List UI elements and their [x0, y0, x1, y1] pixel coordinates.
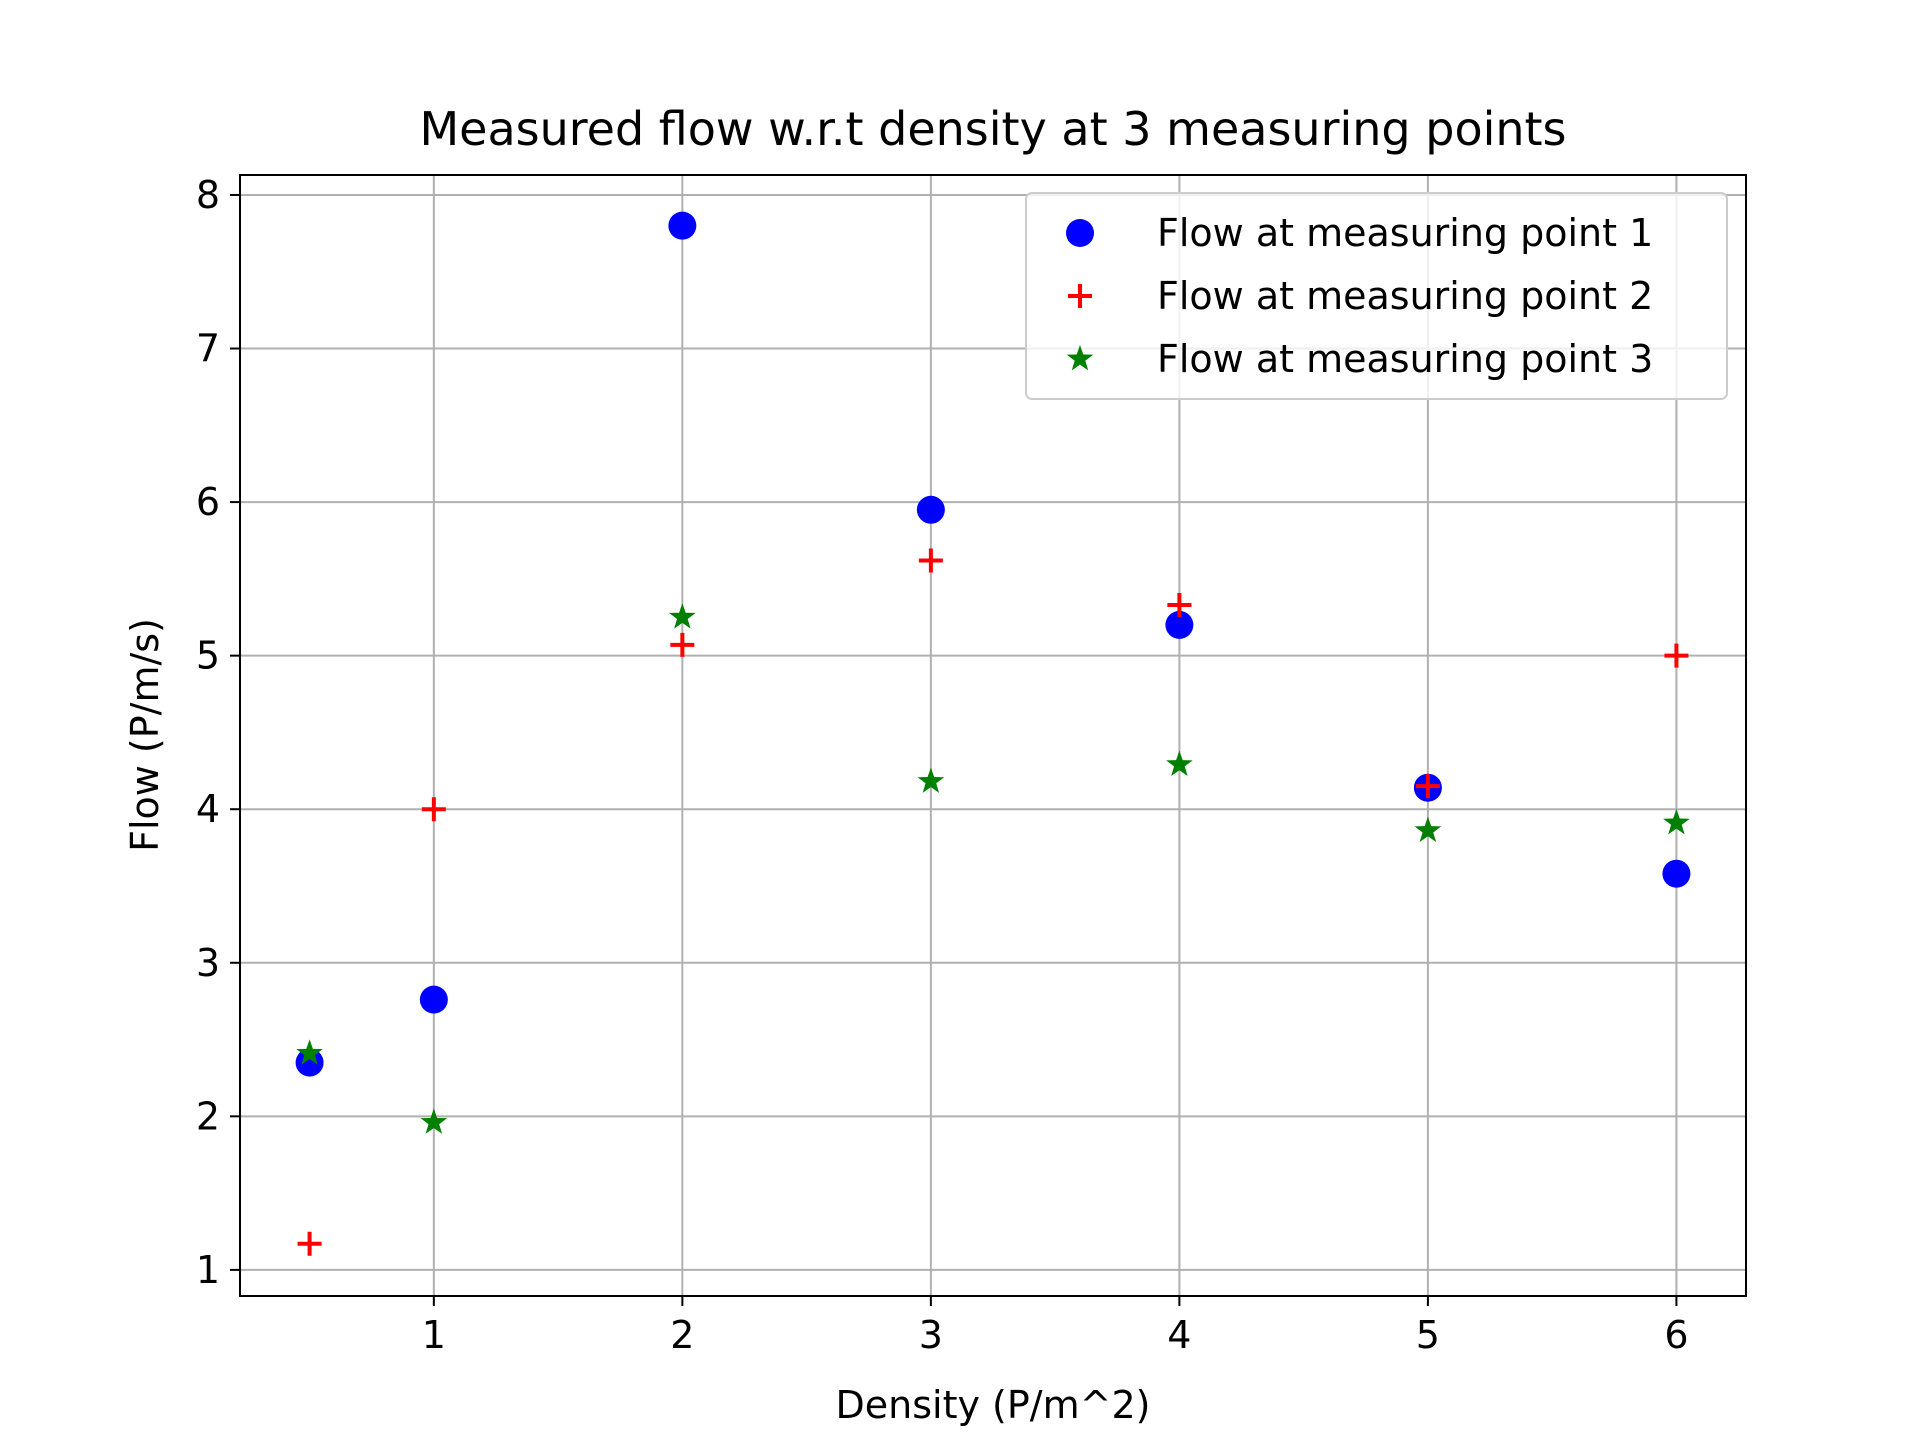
x-tick-label: 1 — [422, 1313, 446, 1357]
data-point — [670, 632, 695, 657]
data-point — [1663, 809, 1690, 835]
data-point — [421, 797, 446, 822]
series-3 — [296, 603, 1690, 1134]
data-point — [668, 211, 697, 240]
legend-label: Flow at measuring point 1 — [1157, 211, 1653, 255]
data-point — [918, 548, 943, 573]
data-point — [1414, 816, 1442, 843]
series-1 — [295, 211, 1691, 1077]
y-axis-label: Flow (P/m/s) — [123, 618, 167, 852]
legend-label: Flow at measuring point 2 — [1157, 274, 1653, 318]
x-tick-label: 5 — [1416, 1313, 1440, 1357]
x-tick-label: 2 — [670, 1313, 694, 1357]
axes-frame — [239, 174, 1747, 1297]
series-2 — [297, 548, 1689, 1256]
y-tick-label: 3 — [196, 941, 220, 985]
data-point — [1166, 750, 1193, 776]
data-point — [1167, 592, 1192, 617]
data-point — [420, 1108, 448, 1134]
data-point — [916, 495, 945, 524]
y-tick-label: 6 — [196, 480, 220, 524]
axis-ticks: 1 2 3 4 5 6 1 2 3 4 5 6 7 8 — [196, 173, 1689, 1357]
chart-title: Measured flow w.r.t density at 3 measuri… — [419, 102, 1566, 156]
x-axis-label: Density (P/m^2) — [836, 1383, 1151, 1427]
legend-items: Flow at measuring point 1 Flow at measuri… — [1066, 211, 1653, 381]
y-tick-label: 4 — [196, 787, 220, 831]
legend-marker — [1066, 345, 1094, 371]
x-tick-label: 3 — [919, 1313, 943, 1357]
legend-marker — [1068, 284, 1092, 308]
data-point — [1165, 610, 1194, 639]
y-tick-label: 8 — [196, 173, 220, 217]
data-point — [1662, 859, 1691, 888]
y-tick-label: 5 — [196, 634, 220, 678]
data-point — [669, 603, 696, 629]
legend-label: Flow at measuring point 3 — [1157, 337, 1653, 381]
x-tick-label: 6 — [1664, 1313, 1688, 1357]
data-points — [295, 211, 1691, 1256]
x-tick-label: 4 — [1167, 1313, 1191, 1357]
legend-marker — [1066, 219, 1094, 247]
data-point — [1415, 774, 1440, 799]
data-point — [297, 1231, 322, 1256]
legend-box — [1025, 192, 1728, 400]
y-tick-label: 2 — [196, 1094, 220, 1138]
y-tick-label: 7 — [196, 327, 220, 371]
data-point — [295, 1048, 324, 1077]
legend: Flow at measuring point 1 Flow at measuri… — [1025, 192, 1728, 400]
data-point — [296, 1039, 323, 1065]
y-tick-label: 1 — [196, 1248, 220, 1292]
data-point — [1664, 643, 1689, 668]
data-point — [917, 767, 945, 793]
data-point — [419, 985, 448, 1014]
grid-lines — [240, 175, 1746, 1296]
